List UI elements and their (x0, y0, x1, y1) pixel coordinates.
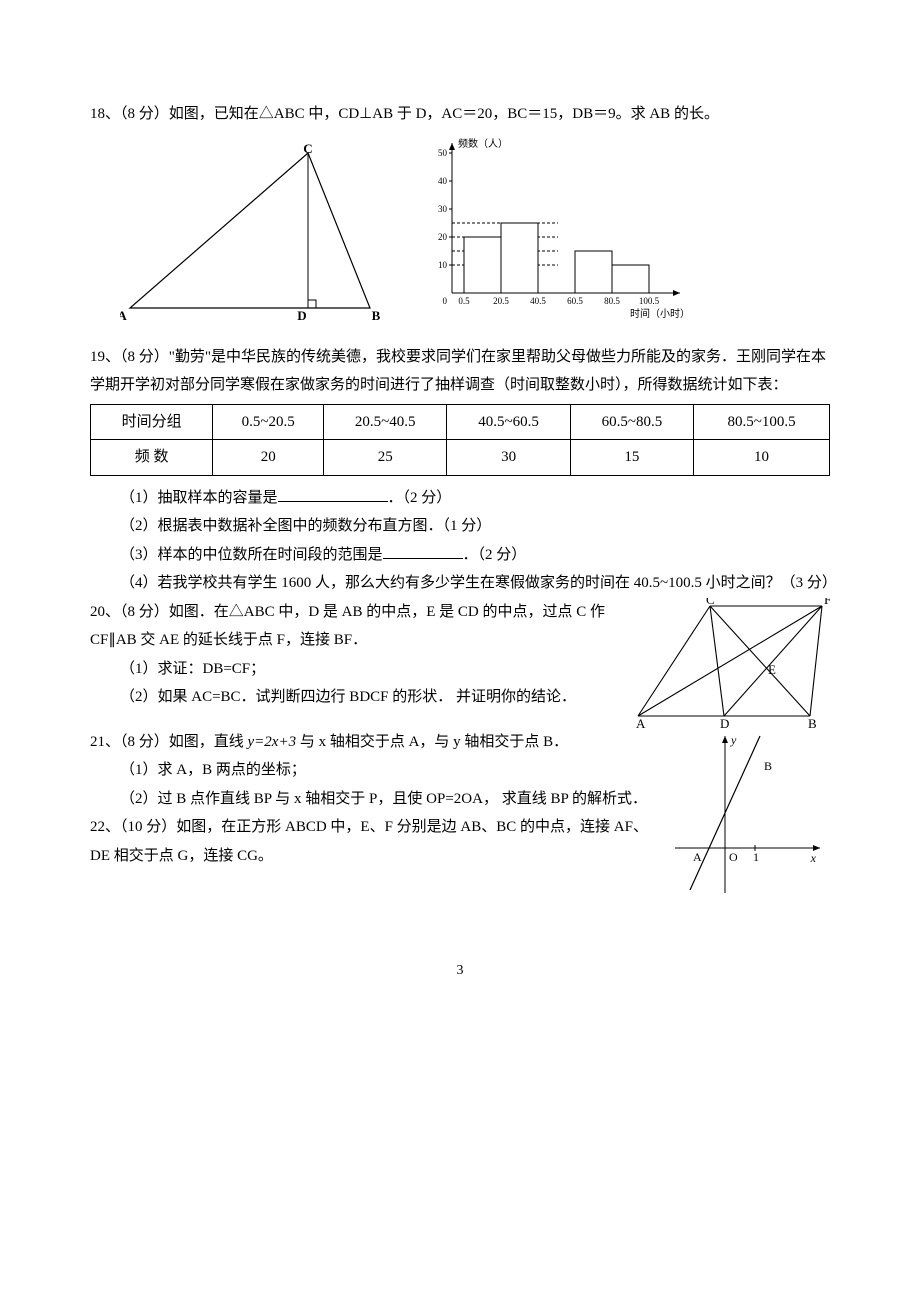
q19-p1-text: （1）抽取样本的容量是 (120, 490, 278, 506)
q18-text: 18、（8 分）如图，已知在△ABC 中，CD⊥AB 于 D，AC＝20，BC＝… (90, 100, 830, 129)
q19-p3-text: （3）样本的中位数所在时间段的范围是 (120, 547, 383, 563)
q19-p1-blank (278, 486, 388, 502)
svg-text:x: x (810, 851, 817, 865)
svg-text:60.5: 60.5 (567, 296, 583, 306)
q21-diagram: y x O 1 A B (670, 728, 830, 898)
svg-text:B: B (372, 308, 380, 323)
svg-text:10: 10 (438, 260, 448, 270)
svg-text:0.5: 0.5 (458, 296, 470, 306)
table-cell: 10 (694, 440, 830, 476)
svg-text:O: O (729, 850, 738, 864)
svg-text:80.5: 80.5 (604, 296, 620, 306)
table-header: 时间分组 (91, 404, 213, 440)
q19-p3-tail: ．（2 分） (463, 547, 527, 563)
svg-text:50: 50 (438, 148, 448, 158)
q19-intro: 19、（8 分）"勤劳"是中华民族的传统美德，我校要求同学们在家里帮助父母做些力… (90, 343, 830, 400)
svg-text:y: y (730, 733, 737, 747)
table-header: 40.5~60.5 (447, 404, 570, 440)
q19-p3: （3）样本的中位数所在时间段的范围是 ．（2 分） (90, 541, 830, 570)
q20-p2: （2）如果 AC=BC．试判断四边行 BDCF 的形状． 并证明你的结论． (90, 683, 610, 712)
q20-intro: 20、（8 分）如图．在△ABC 中，D 是 AB 的中点，E 是 CD 的中点… (90, 598, 610, 655)
svg-text:C: C (706, 598, 715, 607)
svg-text:20: 20 (438, 232, 448, 242)
table-row-label: 频 数 (91, 440, 213, 476)
q21-intro: 21、（8 分）如图，直线 y=2x+3 与 x 轴相交于点 A，与 y 轴相交… (90, 728, 650, 757)
q19-table: 时间分组0.5~20.520.5~40.540.5~60.560.5~80.58… (90, 404, 830, 476)
q20-p1: （1）求证：DB=CF； (90, 655, 610, 684)
svg-text:20.5: 20.5 (493, 296, 509, 306)
table-cell: 25 (324, 440, 447, 476)
svg-text:E: E (768, 662, 776, 677)
svg-text:0: 0 (443, 296, 448, 306)
q22-text: 22、（10 分）如图，在正方形 ABCD 中，E、F 分别是边 AB、BC 的… (90, 813, 650, 870)
q19-p4: （4）若我学校共有学生 1600 人，那么大约有多少学生在寒假做家务的时间在 4… (90, 569, 830, 598)
svg-text:C: C (303, 143, 312, 156)
svg-text:30: 30 (438, 204, 448, 214)
table-cell: 20 (213, 440, 324, 476)
page-number: 3 (90, 958, 830, 985)
q18-figures: A B C D 10 20 30 40 50 0.5 20.5 40.5 60.5 80.5 100.5 0… (120, 133, 830, 323)
q19-p1-tail: ．（2 分） (388, 490, 452, 506)
svg-text:D: D (297, 308, 306, 323)
q19-p2: （2）根据表中数据补全图中的频数分布直方图．（1 分） (90, 512, 830, 541)
svg-text:时间（小时）: 时间（小时） (630, 307, 690, 320)
svg-text:A: A (120, 308, 127, 323)
svg-text:1: 1 (753, 850, 759, 864)
svg-text:A: A (636, 716, 646, 728)
q18-histogram: 10 20 30 40 50 0.5 20.5 40.5 60.5 80.5 100.5 0 频数（人）… (420, 133, 700, 323)
table-header: 20.5~40.5 (324, 404, 447, 440)
svg-text:B: B (808, 716, 817, 728)
q21-intro-b: 与 x 轴相交于点 A，与 y 轴相交于点 B． (296, 734, 568, 750)
table-header: 60.5~80.5 (570, 404, 693, 440)
q19-p1: （1）抽取样本的容量是 ．（2 分） (90, 484, 830, 513)
svg-text:D: D (720, 716, 729, 728)
svg-text:B: B (764, 759, 772, 773)
q21-eq: y=2x+3 (248, 734, 297, 750)
q19-p3-blank (383, 543, 463, 559)
table-header: 0.5~20.5 (213, 404, 324, 440)
svg-text:100.5: 100.5 (639, 296, 660, 306)
table-cell: 30 (447, 440, 570, 476)
table-header: 80.5~100.5 (694, 404, 830, 440)
q21-p1: （1）求 A，B 两点的坐标； (90, 756, 650, 785)
q18-triangle: A B C D (120, 143, 380, 323)
svg-text:40: 40 (438, 176, 448, 186)
q21-p2: （2）过 B 点作直线 BP 与 x 轴相交于 P，且使 OP=2OA， 求直线… (90, 785, 650, 814)
q21-intro-a: 21、（8 分）如图，直线 (90, 734, 248, 750)
svg-text:F: F (824, 598, 830, 607)
q20-diagram: A B C F D E (630, 598, 830, 728)
svg-text:A: A (693, 850, 702, 864)
svg-text:40.5: 40.5 (530, 296, 546, 306)
table-cell: 15 (570, 440, 693, 476)
svg-text:频数（人）: 频数（人） (458, 137, 508, 150)
